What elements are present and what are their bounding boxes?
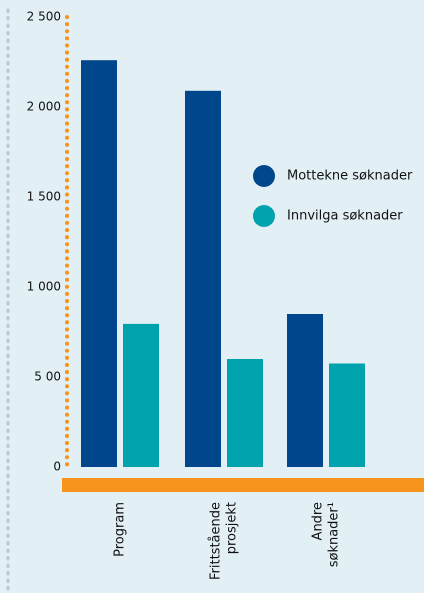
- y-tick-label: 2 000: [27, 100, 61, 114]
- y-tick-label: 5 00: [34, 370, 61, 384]
- x-tick-label: prosjekt: [225, 502, 240, 554]
- legend-label: Mottekne søknader: [287, 169, 413, 184]
- bar: [227, 359, 263, 467]
- bar: [81, 60, 117, 467]
- bar: [123, 323, 159, 467]
- bar: [185, 90, 221, 468]
- legend-swatch: [253, 165, 275, 187]
- y-tick-label: 2 500: [27, 10, 61, 24]
- x-tick-label: søknader¹: [327, 502, 342, 567]
- legend-label: Innvilga søknader: [287, 209, 403, 224]
- y-tick-label: 0: [53, 460, 61, 474]
- x-axis-band: [62, 478, 424, 492]
- y-tick-label: 1 000: [27, 280, 61, 294]
- x-tick-label: Frittstående: [209, 502, 224, 580]
- x-tick-label: Program: [113, 502, 128, 557]
- legend-swatch: [253, 205, 275, 227]
- x-tick-label: Andre: [311, 502, 326, 540]
- bar: [287, 314, 323, 467]
- bar: [329, 363, 365, 467]
- y-tick-label: 1 500: [27, 190, 61, 204]
